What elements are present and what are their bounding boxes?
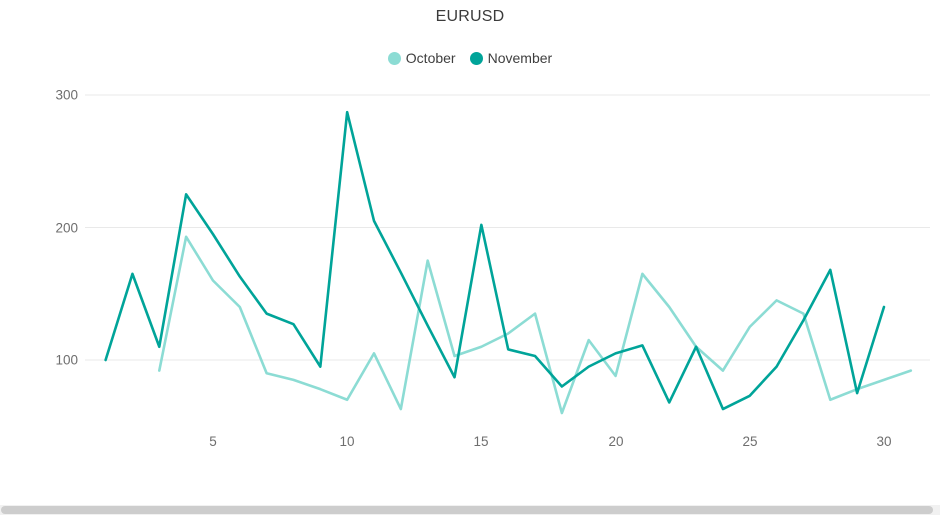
legend-label-october: October xyxy=(405,50,456,66)
november-line[interactable] xyxy=(104,110,886,411)
legend-item-october[interactable]: October xyxy=(387,50,456,66)
y-axis-tick-200: 200 xyxy=(55,220,78,236)
x-axis-tick-15: 15 xyxy=(473,434,489,449)
x-axis-tick-20: 20 xyxy=(608,434,624,449)
y-axis-tick-100: 100 xyxy=(55,352,78,368)
october-line[interactable] xyxy=(157,235,913,415)
legend-label-november: November xyxy=(487,50,553,66)
chart-legend: October November xyxy=(0,50,940,66)
november-legend-dot-icon xyxy=(469,51,483,65)
october-legend-dot-icon xyxy=(387,51,401,65)
legend-item-november[interactable]: November xyxy=(469,50,553,66)
x-axis-tick-5: 5 xyxy=(209,434,217,449)
x-axis-tick-10: 10 xyxy=(339,434,355,449)
x-axis-tick-25: 25 xyxy=(742,434,758,449)
x-axis-tick-30: 30 xyxy=(876,434,892,449)
horizontal-scrollbar-thumb[interactable] xyxy=(1,506,933,514)
y-axis-tick-300: 300 xyxy=(55,87,78,103)
chart-title: EURUSD xyxy=(435,8,505,25)
horizontal-scrollbar-track[interactable] xyxy=(0,505,940,515)
